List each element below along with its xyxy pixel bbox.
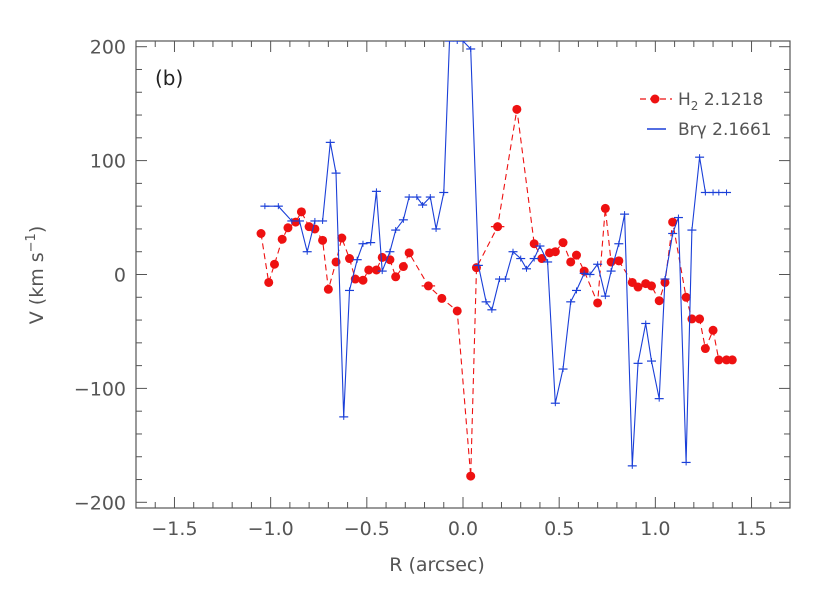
x-axis: −1.5 −1.0 −0.5 0.0 0.5 1.0 1.5 [151, 41, 772, 540]
data-point-h2 [593, 298, 603, 308]
x-tick-label: 1.5 [736, 518, 766, 540]
data-point-h2 [714, 355, 724, 365]
data-point-h2 [537, 254, 547, 264]
panel-label: (b) [155, 66, 183, 90]
data-point-h2 [687, 314, 697, 324]
data-point-h2 [404, 248, 414, 258]
data-point-h2 [681, 292, 691, 302]
data-point-h2 [277, 234, 287, 244]
y-axis-title-sup: −1 [24, 233, 39, 252]
data-point-h2 [647, 281, 657, 291]
data-point-h2 [550, 247, 560, 257]
data-point-h2 [391, 272, 401, 282]
x-tick-label: −1.5 [151, 518, 197, 540]
data-point-h2 [558, 238, 568, 248]
data-point-h2 [614, 256, 624, 266]
legend-label-h2: H2 2.1218 [678, 90, 763, 113]
data-point-h2 [452, 306, 462, 316]
data-point-h2 [727, 355, 737, 365]
legend-h2-sub: 2 [691, 99, 699, 113]
data-point-h2 [371, 265, 381, 275]
y-axis-title-main: V (km s [26, 252, 48, 324]
data-point-h2 [633, 282, 643, 292]
data-point-h2 [566, 257, 576, 267]
data-point-h2 [423, 281, 433, 291]
data-point-h2 [512, 104, 522, 114]
series-h2 [256, 104, 737, 481]
data-point-h2 [377, 252, 387, 262]
y-axis: −200 −100 0 100 200 [74, 37, 790, 514]
data-point-h2 [269, 259, 279, 269]
y-axis-title: V (km s−1) [24, 226, 48, 325]
data-point-h2 [364, 265, 374, 275]
data-point-h2 [296, 207, 306, 217]
data-point-h2 [283, 223, 293, 233]
x-tick-label: −1.0 [248, 518, 294, 540]
data-point-h2 [493, 222, 503, 232]
data-point-h2 [668, 217, 678, 227]
data-point-h2 [323, 284, 333, 294]
data-point-h2 [466, 471, 476, 481]
y-tick-label: 200 [90, 37, 126, 59]
x-axis-title: R (arcsec) [389, 554, 485, 576]
y-tick-label: −100 [74, 378, 126, 400]
y-tick-label: −200 [74, 492, 126, 514]
legend-brg-name: Brγ [678, 120, 707, 140]
data-point-h2 [654, 296, 664, 306]
series-layer [256, 41, 737, 481]
series-line-brg [264, 41, 727, 466]
data-point-h2 [264, 277, 274, 287]
data-point-h2 [358, 275, 368, 285]
legend-h2-name: H [678, 90, 691, 110]
series-brg [260, 41, 732, 469]
legend-label-brg: Brγ 2.1661 [678, 120, 772, 140]
data-point-h2 [529, 239, 539, 249]
x-tick-label: 0.5 [544, 518, 574, 540]
data-point-h2 [708, 325, 718, 335]
data-point-h2 [318, 235, 328, 245]
legend: H2 2.1218 Brγ 2.1661 [640, 90, 772, 140]
data-point-h2 [256, 228, 266, 238]
legend-marker-h2 [650, 94, 660, 104]
data-point-h2 [600, 203, 610, 213]
data-point-h2 [345, 254, 355, 264]
legend-h2-rest: 2.1218 [698, 90, 763, 110]
y-tick-label: 100 [90, 151, 126, 173]
legend-brg-rest: 2.1661 [707, 120, 772, 140]
data-point-h2 [571, 250, 581, 260]
data-point-h2 [437, 293, 447, 303]
y-axis-title-close: ) [26, 226, 48, 233]
data-point-h2 [398, 262, 408, 272]
data-point-h2 [695, 314, 705, 324]
data-point-h2 [337, 233, 347, 243]
x-tick-label: 1.0 [640, 518, 670, 540]
data-point-h2 [700, 344, 710, 354]
data-point-h2 [291, 217, 301, 227]
x-tick-label: −0.5 [344, 518, 390, 540]
x-tick-label: 0.0 [448, 518, 478, 540]
y-tick-label: 0 [114, 265, 126, 287]
